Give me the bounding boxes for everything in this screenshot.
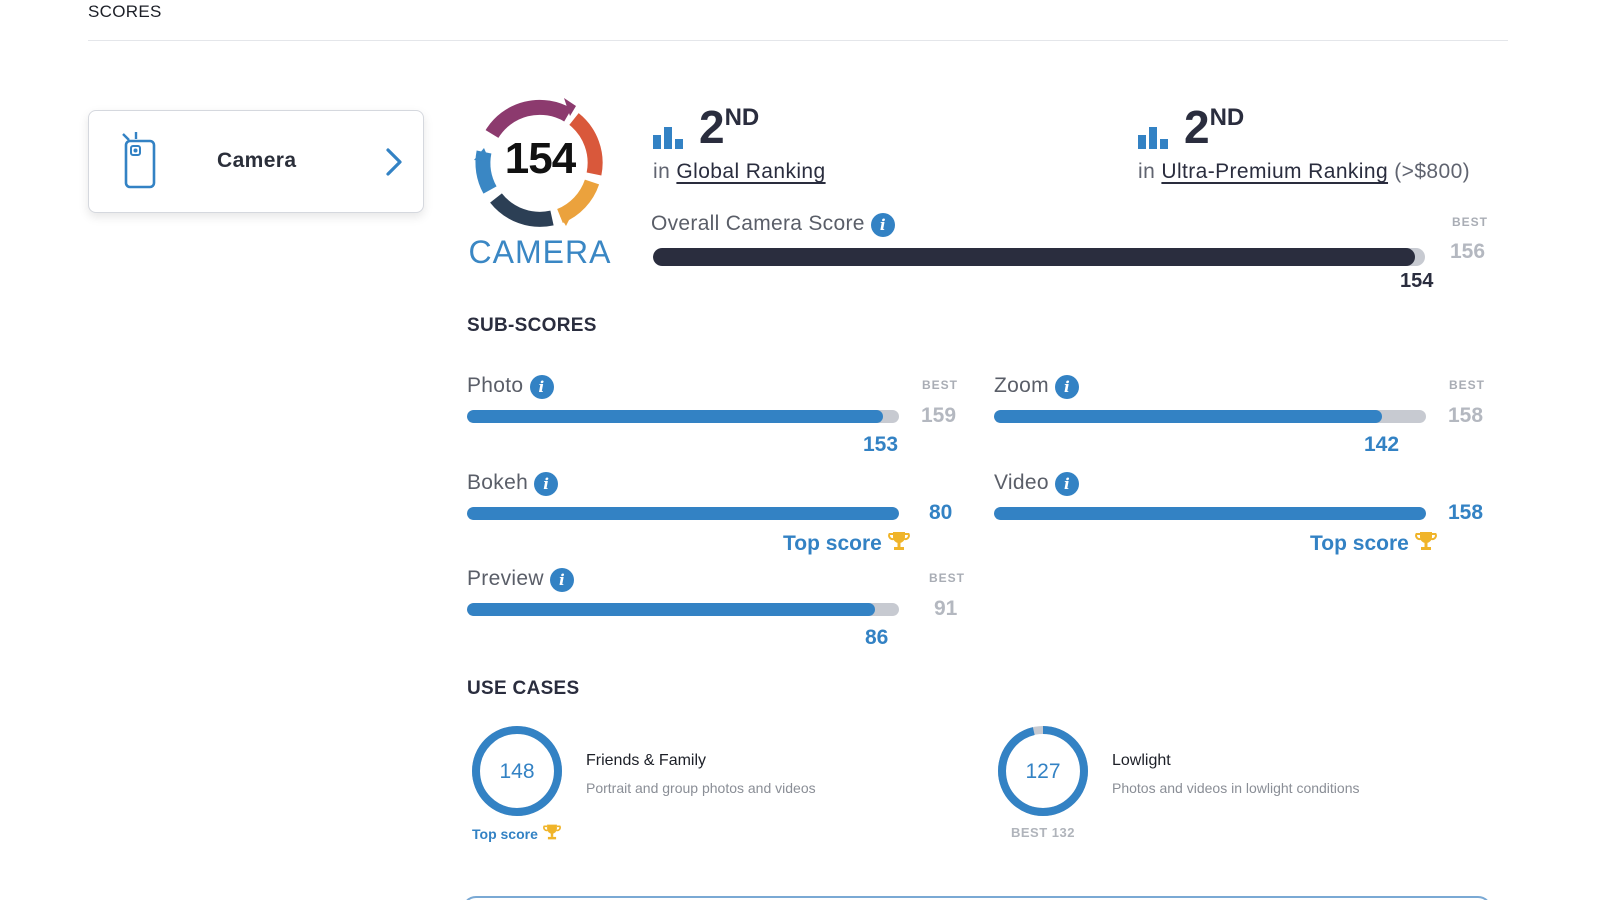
zoom-score-bar: [994, 410, 1426, 423]
trophy-icon: [542, 823, 561, 844]
ultra-premium-ranking-link[interactable]: Ultra-Premium Ranking: [1161, 160, 1389, 183]
friends-family-title: Friends & Family: [586, 752, 707, 769]
preview-subscore-label: Preview i: [467, 567, 574, 592]
overall-score-bar: [653, 248, 1425, 266]
info-icon[interactable]: i: [1054, 472, 1079, 496]
video-score-bar-fill: [994, 507, 1426, 520]
ultra-premium-price-note: (>$800): [1394, 160, 1471, 183]
header-divider: [88, 40, 1508, 41]
preview-score-bar-fill: [467, 603, 876, 616]
photo-score-bar: [467, 410, 899, 423]
global-rank-prefix: in: [653, 160, 671, 183]
global-rank-number: 2: [699, 101, 725, 153]
camera-category-label: Camera: [217, 149, 297, 172]
overall-score-label-text: Overall Camera Score: [651, 212, 865, 235]
bokeh-score-bar: [467, 507, 899, 520]
overall-best-value: 156: [1450, 240, 1486, 263]
global-rank-suffix: ND: [724, 104, 760, 131]
photo-best-label: BEST: [922, 378, 959, 392]
overall-score-value: 154: [1400, 270, 1434, 292]
video-score-bar: [994, 507, 1426, 520]
video-top-score-text: Top score: [1310, 532, 1409, 555]
video-top-score: Top score: [1310, 530, 1437, 558]
global-ranking-block: 2ND in Global Ranking: [653, 98, 826, 184]
zoom-label-text: Zoom: [994, 374, 1049, 397]
sub-scores-title: SUB-SCORES: [467, 315, 597, 336]
camera-overall-badge-score: 154: [504, 134, 576, 183]
zoom-score-bar-fill: [994, 410, 1383, 423]
bokeh-top-score: Top score: [783, 530, 910, 558]
video-label-text: Video: [994, 471, 1049, 494]
ultra-premium-rank-number: 2: [1184, 101, 1210, 153]
photo-label-text: Photo: [467, 374, 524, 397]
lowlight-ring: [996, 724, 1090, 823]
bokeh-label-text: Bokeh: [467, 471, 529, 494]
zoom-best-value: 158: [1448, 404, 1484, 427]
bokeh-subscore-label: Bokeh i: [467, 471, 559, 496]
camera-score-badge-icon: [466, 96, 614, 237]
trophy-icon: [887, 530, 910, 558]
info-icon[interactable]: i: [529, 375, 554, 399]
info-icon[interactable]: i: [534, 472, 559, 496]
zoom-subscore-label: Zoom i: [994, 374, 1080, 399]
video-score-value: 158: [1448, 501, 1484, 524]
lowlight-score: 127: [1025, 760, 1061, 783]
use-cases-title: USE CASES: [467, 678, 580, 699]
global-ranking-link[interactable]: Global Ranking: [676, 160, 826, 183]
overall-score-bar-fill: [653, 248, 1416, 266]
preview-score-value: 86: [865, 626, 889, 649]
camera-badge-label: CAMERA: [468, 234, 612, 270]
page-title: SCORES: [88, 2, 162, 21]
preview-best-value: 91: [934, 597, 958, 620]
lowlight-best: BEST 132: [1011, 825, 1075, 840]
bokeh-top-score-text: Top score: [783, 532, 882, 555]
next-section-card[interactable]: [462, 896, 1492, 900]
bokeh-score-value: 80: [929, 501, 953, 524]
friends-family-ring-fill: [472, 726, 562, 816]
lowlight-title: Lowlight: [1112, 752, 1171, 769]
info-icon[interactable]: i: [1055, 375, 1080, 399]
friends-family-top-score-text: Top score: [472, 825, 538, 842]
camera-category-card[interactable]: Camera: [88, 110, 424, 213]
photo-score-bar-fill: [467, 410, 883, 423]
friends-family-top-score: Top score: [472, 823, 561, 844]
friends-family-desc: Portrait and group photos and videos: [586, 780, 816, 796]
preview-label-text: Preview: [467, 567, 544, 590]
trophy-icon: [1414, 530, 1437, 558]
ranking-bars-icon: [1138, 127, 1170, 154]
overall-best-label: BEST: [1452, 215, 1489, 229]
phone-camera-icon: [119, 131, 159, 196]
ultra-premium-rank-prefix: in: [1138, 160, 1156, 183]
photo-subscore-label: Photo i: [467, 374, 554, 399]
zoom-score-value: 142: [1364, 433, 1400, 456]
lowlight-ring-fill: [998, 726, 1088, 816]
preview-best-label: BEST: [929, 571, 966, 585]
photo-score-value: 153: [863, 433, 899, 456]
friends-family-ring: [470, 724, 564, 823]
photo-best-value: 159: [921, 404, 957, 427]
preview-score-bar: [467, 603, 899, 616]
info-icon[interactable]: i: [870, 213, 895, 237]
chevron-right-icon: [383, 146, 405, 183]
overall-score-label: Overall Camera Score i: [651, 212, 895, 237]
lowlight-desc: Photos and videos in lowlight conditions: [1112, 780, 1360, 796]
ranking-bars-icon: [653, 127, 685, 154]
friends-family-score: 148: [499, 760, 535, 783]
ultra-premium-rank-suffix: ND: [1209, 104, 1245, 131]
info-icon[interactable]: i: [549, 568, 574, 592]
bokeh-score-bar-fill: [467, 507, 899, 520]
ultra-premium-ranking-block: 2ND in Ultra-Premium Ranking (>$800): [1138, 98, 1470, 184]
video-subscore-label: Video i: [994, 471, 1079, 496]
zoom-best-label: BEST: [1449, 378, 1486, 392]
